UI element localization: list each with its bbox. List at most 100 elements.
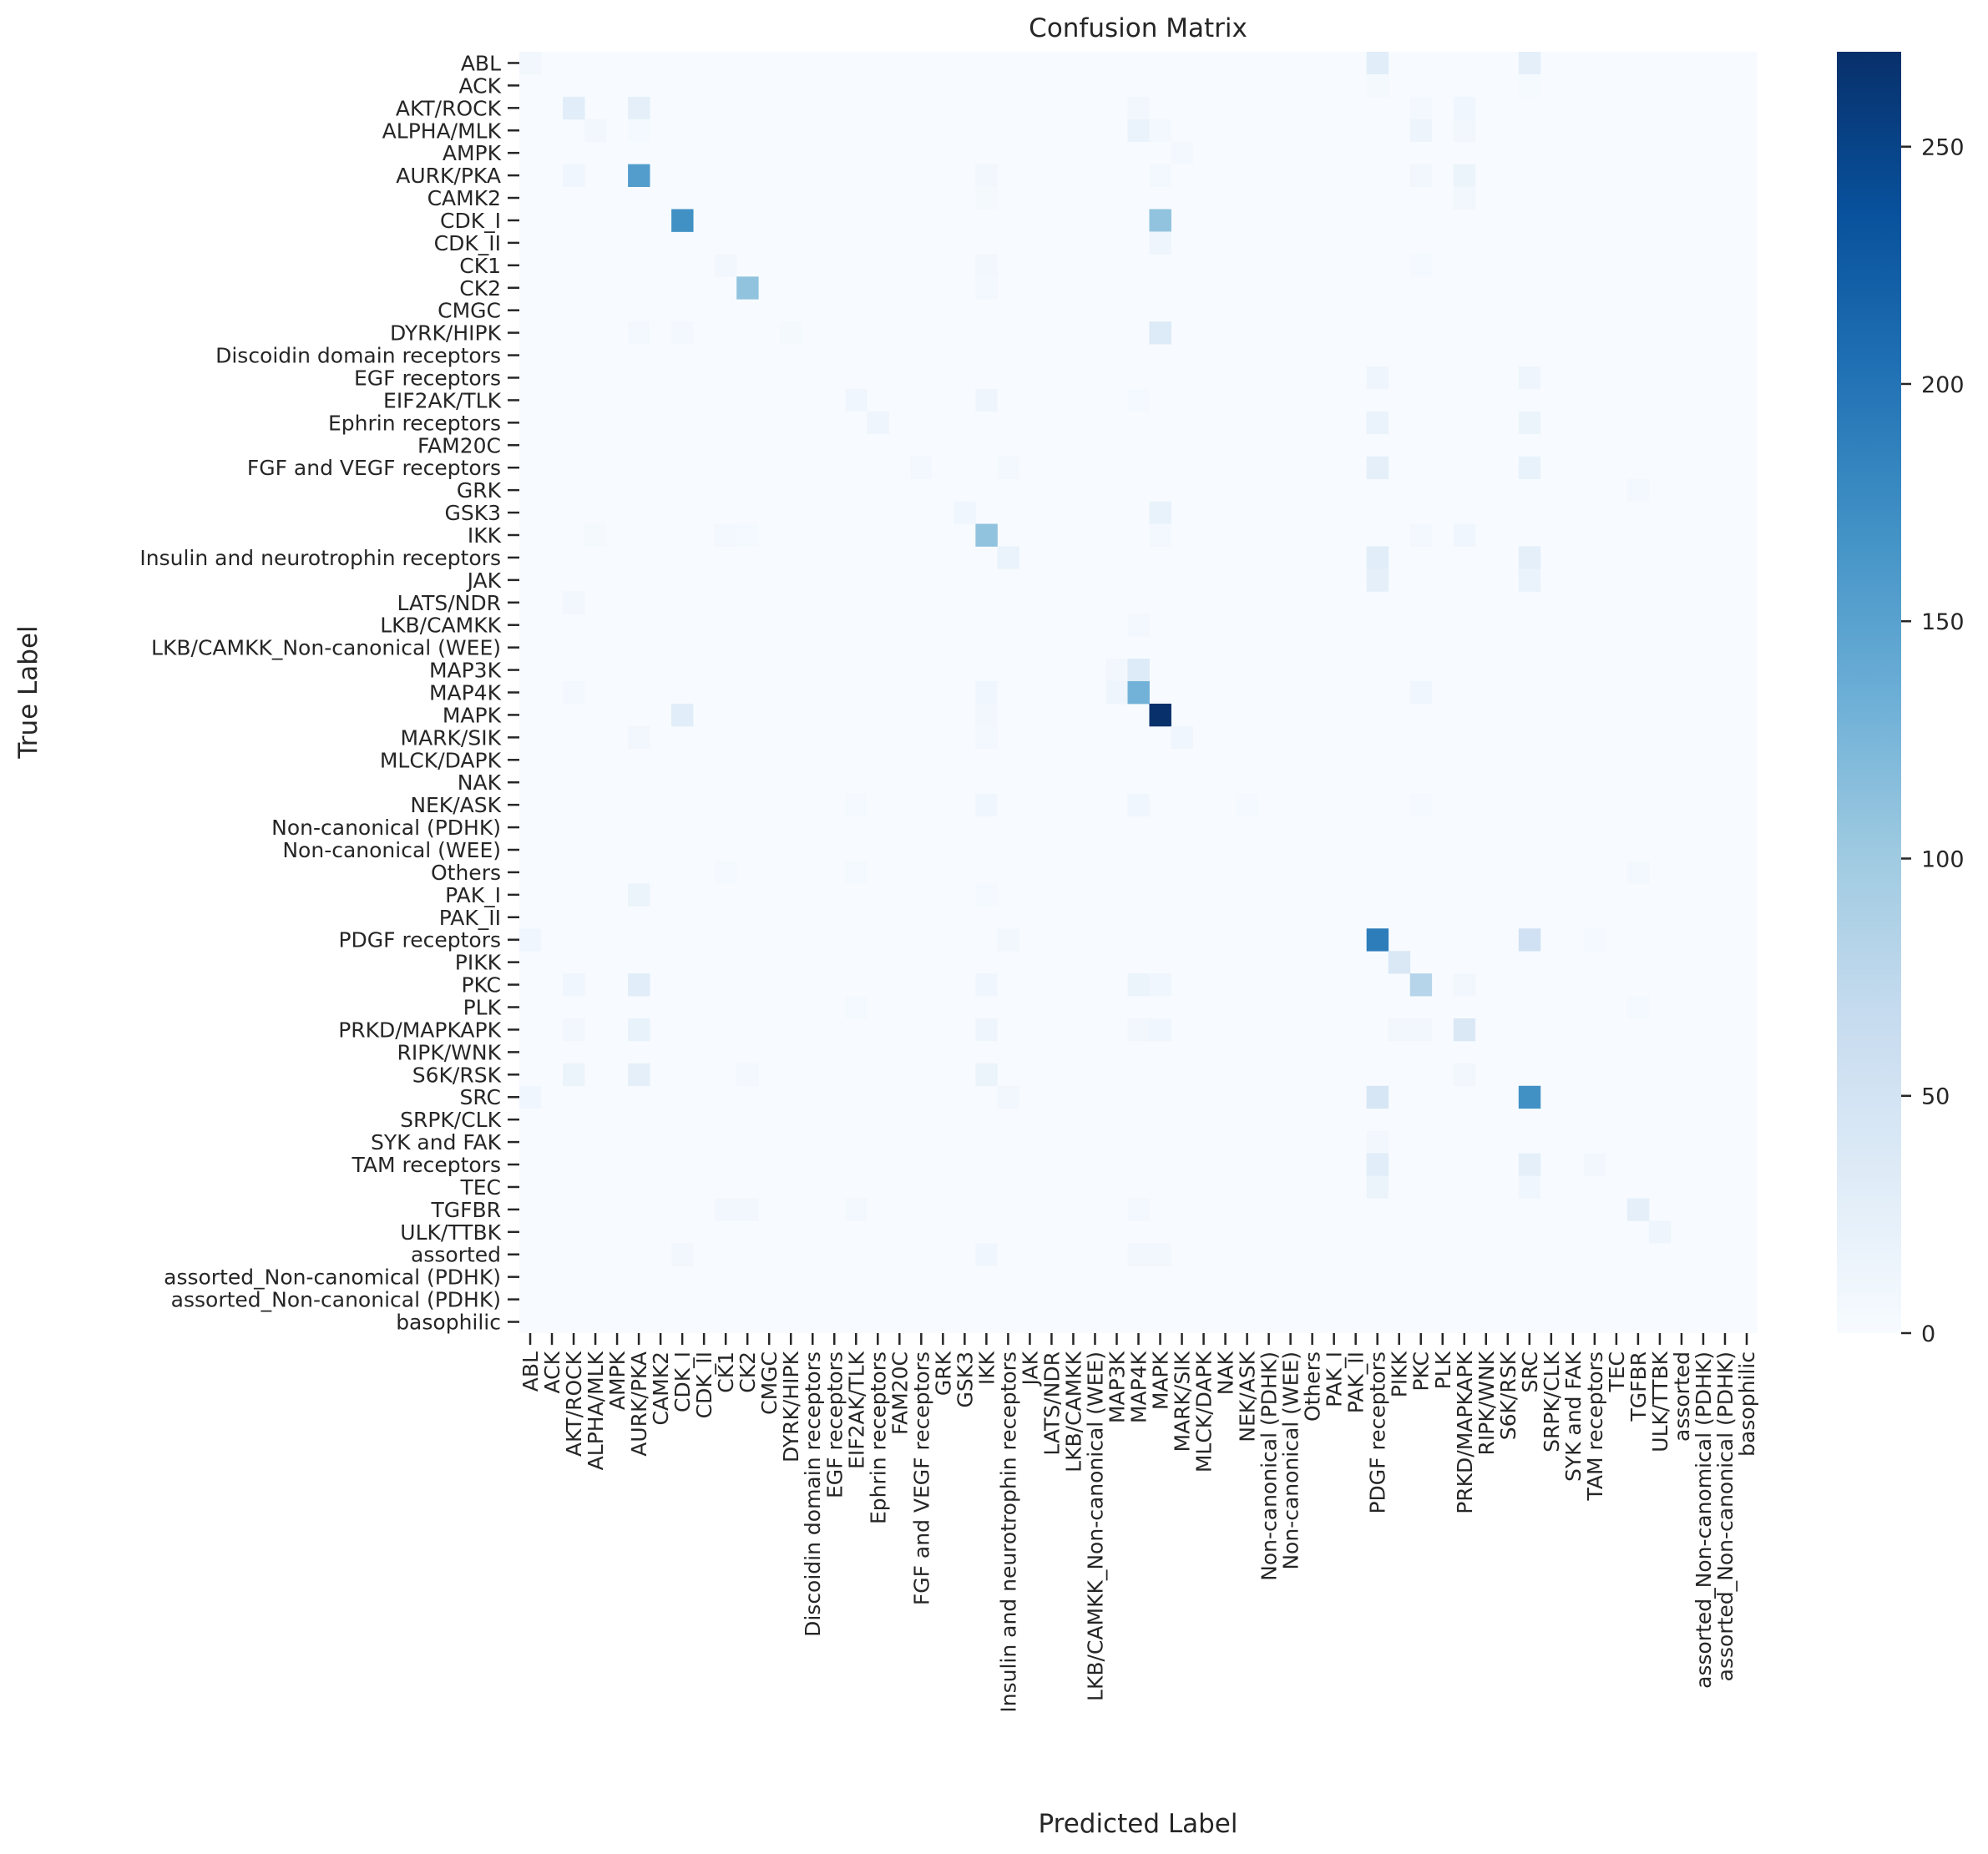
- x-tick-label: PIKK: [1388, 1351, 1412, 1397]
- heatmap-cell: [845, 1198, 868, 1221]
- heatmap-cell: [628, 1018, 650, 1042]
- x-tick-label: AMPK: [605, 1351, 630, 1410]
- heatmap-cells: [519, 52, 1672, 1266]
- x-tick-label: LKB/CAMKK_Non-canonical (WEE): [1083, 1351, 1107, 1701]
- heatmap-cell: [715, 254, 737, 277]
- heatmap-cell: [671, 209, 694, 232]
- heatmap-cell: [1518, 411, 1541, 435]
- y-tick-label: MAP4K: [429, 681, 502, 705]
- heatmap-cell: [519, 1085, 542, 1109]
- heatmap-cell: [867, 411, 889, 435]
- heatmap-cell: [1648, 1220, 1672, 1244]
- heatmap-cell: [563, 591, 585, 614]
- heatmap-cell: [975, 254, 998, 277]
- x-tick-label: CDK_II: [692, 1351, 716, 1418]
- y-tick-label: PLK: [463, 996, 502, 1020]
- y-tick-label: TAM receptors: [352, 1153, 501, 1177]
- heatmap-cell: [975, 703, 998, 727]
- heatmap-cell: [975, 388, 998, 412]
- colorbar-tick-label: 250: [1921, 135, 1965, 161]
- y-tick-label: IKK: [468, 523, 502, 548]
- heatmap-cell: [1583, 928, 1606, 952]
- heatmap-cell: [1149, 703, 1171, 727]
- heatmap-cell: [1626, 861, 1650, 884]
- x-tick-label: TGFBR: [1626, 1351, 1651, 1422]
- heatmap-cell: [1127, 1198, 1150, 1221]
- heatmap-cell: [1453, 523, 1476, 547]
- y-tick-label: Insulin and neurotrophin receptors: [139, 546, 501, 570]
- x-tick-label: EIF2AK/TLK: [844, 1351, 868, 1469]
- heatmap-cell: [780, 321, 802, 345]
- x-tick-label: ALPHA/MLK: [584, 1351, 608, 1470]
- x-tick-label: IKK: [974, 1351, 999, 1385]
- y-tick-label: assorted: [411, 1243, 501, 1267]
- x-tick-label: CK2: [736, 1351, 760, 1393]
- heatmap-cell: [1453, 119, 1476, 143]
- heatmap-cell: [975, 276, 998, 300]
- heatmap-cell: [628, 883, 650, 907]
- y-tick-label: PKC: [461, 973, 501, 998]
- y-tick-label: MLCK/DAPK: [380, 748, 502, 772]
- heatmap-cell: [715, 861, 737, 884]
- heatmap-cell: [1518, 568, 1541, 592]
- y-tick-label: FAM20C: [417, 433, 501, 457]
- x-tick-label: CMGC: [757, 1351, 782, 1415]
- heatmap-cell: [1518, 1175, 1541, 1199]
- x-tick-label: SRPK/CLK: [1540, 1351, 1564, 1452]
- heatmap-cell: [1626, 1198, 1650, 1221]
- y-tick-label: LKB/CAMKK: [380, 614, 501, 638]
- heatmap-cell: [1518, 366, 1541, 390]
- heatmap-cell: [628, 119, 650, 143]
- y-tick-label: LATS/NDR: [397, 591, 501, 615]
- y-tick-label: AKT/ROCK: [396, 96, 502, 120]
- y-tick-label: S6K/RSK: [412, 1063, 502, 1087]
- x-tick-label: CDK_I: [670, 1351, 695, 1412]
- colorbar-tick-label: 150: [1921, 609, 1965, 635]
- heatmap-cell: [1518, 73, 1541, 98]
- x-tick-label: MAP4K: [1127, 1351, 1151, 1423]
- y-tick-label: CK2: [459, 276, 501, 301]
- y-tick-label: CAMK2: [427, 186, 501, 210]
- heatmap-cell: [975, 793, 998, 817]
- heatmap-cell: [628, 164, 650, 187]
- heatmap-cell: [1366, 928, 1389, 952]
- y-tick-label: EGF receptors: [354, 366, 501, 390]
- heatmap-cell: [715, 1198, 737, 1221]
- y-tick-label: ULK/TTBK: [400, 1220, 501, 1245]
- y-tick-label: Non-canonical (WEE): [282, 838, 501, 862]
- colorbar-tick-label: 200: [1921, 372, 1965, 398]
- heatmap-cell: [845, 861, 868, 884]
- heatmap-cell: [671, 703, 694, 727]
- heatmap-cell: [1366, 546, 1389, 569]
- heatmap-cell: [1127, 119, 1150, 143]
- x-tick-label: Discoidin domain receptors: [801, 1351, 825, 1637]
- heatmap-cell: [1453, 186, 1476, 210]
- heatmap-cell: [1149, 523, 1171, 547]
- y-tick-label: Others: [431, 861, 501, 885]
- colorbar-tick-label: 0: [1921, 1321, 1935, 1347]
- x-tick-label: MAPK: [1149, 1351, 1173, 1410]
- heatmap-cell: [845, 996, 868, 1019]
- x-tick-label: GRK: [931, 1351, 955, 1396]
- y-tick-label: AURK/PKA: [396, 164, 501, 188]
- heatmap-cell: [975, 164, 998, 187]
- heatmap-cell: [1105, 681, 1128, 705]
- y-tick-label: MAPK: [443, 703, 502, 727]
- heatmap-cell: [997, 456, 1019, 480]
- y-tick-label: ABL: [461, 51, 501, 75]
- y-tick-label: PAK_I: [445, 883, 501, 907]
- x-tick-label: PLK: [1431, 1351, 1455, 1389]
- heatmap-cell: [1518, 1085, 1541, 1109]
- heatmap-cell: [1518, 546, 1541, 569]
- x-tick-label: S6K/RSK: [1496, 1351, 1520, 1440]
- heatmap-cell: [736, 1063, 759, 1087]
- heatmap-cell: [1366, 366, 1389, 390]
- x-tick-label: Others: [1301, 1351, 1325, 1422]
- heatmap-cell: [1409, 164, 1433, 187]
- y-tick-label: MARK/SIK: [401, 725, 502, 750]
- heatmap-cell: [1366, 1085, 1389, 1109]
- heatmap-cell: [975, 681, 998, 705]
- heatmap-cell: [1127, 793, 1150, 817]
- y-tick-label: RIPK/WNK: [397, 1040, 502, 1064]
- y-tick-label: assorted_Non-canomical (PDHK): [164, 1265, 501, 1290]
